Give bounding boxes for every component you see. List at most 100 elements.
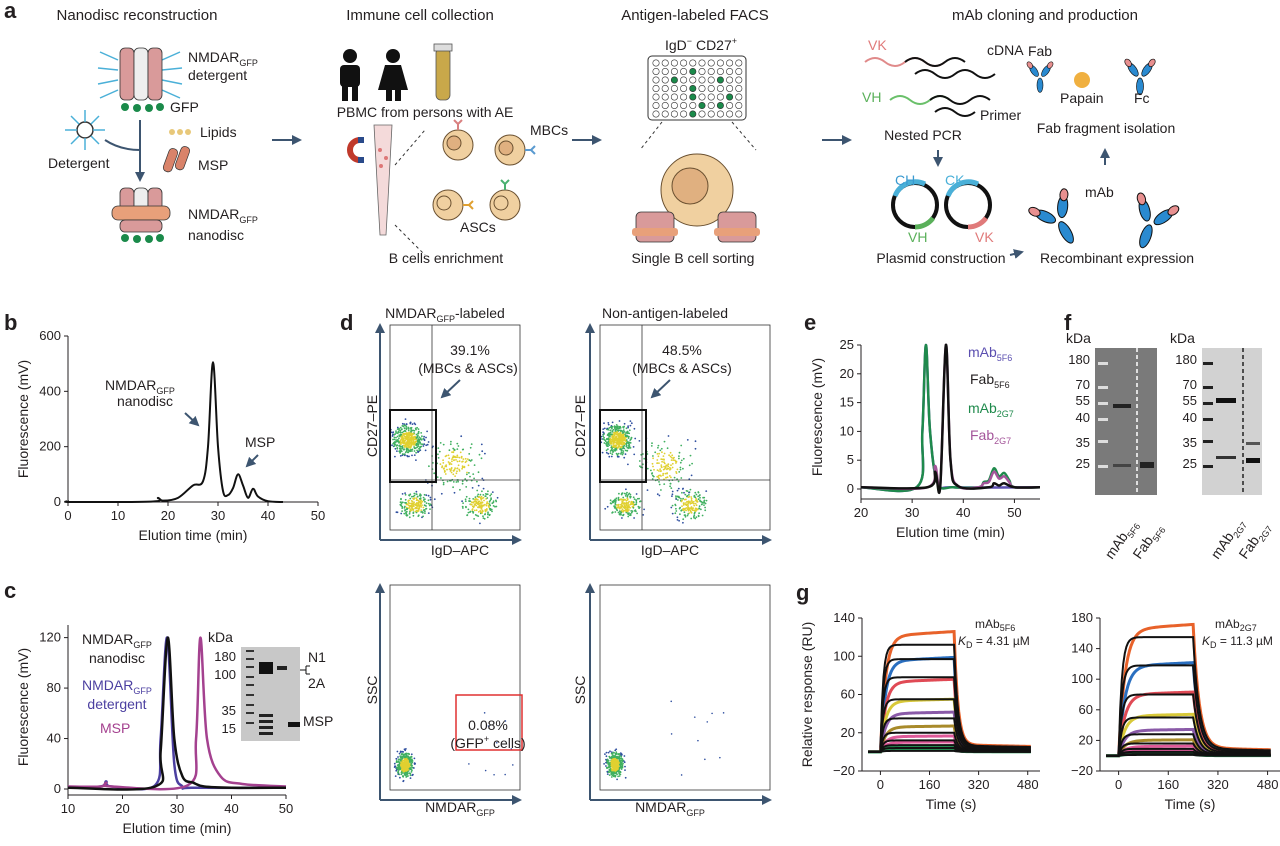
event-dot: [682, 502, 685, 505]
event-dot: [412, 509, 415, 511]
event-dot: [396, 511, 399, 514]
event-dot: [400, 498, 402, 501]
event-dot: [605, 449, 608, 452]
event-dot: [447, 461, 450, 463]
event-dot: [624, 498, 626, 501]
event-dot: [656, 469, 659, 471]
event-dot: [481, 512, 483, 514]
event-dot: [401, 428, 403, 430]
event-dot: [603, 442, 606, 444]
flow-title-nmdar: NMDARGFP-labeled: [385, 305, 505, 324]
well: [716, 85, 724, 93]
event-dot: [604, 507, 607, 510]
event-dot: [464, 457, 467, 460]
event-dot: [410, 437, 412, 440]
event-dot: [424, 510, 426, 513]
event-dot: [455, 481, 458, 483]
event-dot: [683, 514, 686, 516]
event-dot: [488, 514, 491, 517]
gel-unit-label: kDa: [208, 629, 233, 645]
event-dot: [672, 459, 675, 461]
event-dot: [413, 763, 416, 765]
event-dot: [415, 502, 418, 505]
label-fc: Fc: [1134, 90, 1150, 106]
event-dot: [427, 494, 430, 497]
well: [716, 110, 724, 118]
event-dot: [423, 443, 426, 446]
event-dot: [475, 509, 478, 512]
event-dot: [410, 440, 413, 442]
y-axis-label-cd27: CD27–PE: [572, 395, 588, 457]
event-dot: [694, 502, 697, 505]
event-dot: [614, 436, 616, 439]
event-dot: [668, 454, 670, 457]
event-dot: [674, 512, 677, 515]
event-dot: [628, 509, 630, 511]
event-dot: [669, 482, 672, 485]
event-dot: [688, 494, 690, 496]
event-dot: [410, 448, 412, 451]
event-dot: [443, 471, 446, 473]
event-dot: [405, 752, 408, 755]
well: [735, 59, 743, 67]
event-dot: [480, 501, 482, 504]
event-dot: [408, 494, 410, 496]
event-dot: [408, 758, 411, 761]
event-dot: [669, 455, 672, 458]
event-dot: [415, 506, 418, 509]
event-dot: [397, 439, 399, 441]
event-dot: [473, 518, 475, 520]
y-tick-label: 180: [1071, 610, 1093, 625]
event-dot: [636, 512, 638, 515]
event-dot: [627, 442, 630, 444]
event-dot: [402, 760, 404, 763]
event-dot: [627, 425, 629, 428]
event-dot: [408, 450, 411, 453]
well: [735, 110, 743, 118]
event-dot: [627, 437, 630, 439]
cdna-strand-icon: [904, 57, 966, 67]
event-dot: [610, 770, 612, 773]
event-dot: [401, 445, 404, 448]
event-dot: [407, 755, 410, 758]
event-dot: [407, 432, 410, 435]
event-dot: [683, 498, 686, 501]
y-axis-label: Fluorescence (mV): [15, 648, 31, 766]
event-dot: [702, 502, 705, 504]
event-dot: [469, 503, 472, 506]
plasmid-icons: [891, 179, 992, 230]
event-dot: [623, 431, 626, 433]
event-dot: [478, 504, 481, 507]
event-dot: [629, 506, 631, 509]
event-dot: [622, 502, 625, 505]
event-dot: [705, 490, 708, 492]
gel-marker: 100: [214, 667, 236, 682]
event-dot: [399, 455, 402, 457]
event-dot: [616, 752, 618, 755]
event-dot: [617, 505, 620, 507]
event-dot: [461, 505, 464, 508]
event-dot: [457, 464, 460, 467]
event-dot: [625, 432, 627, 435]
annotation-mab5f6: mAb5F6: [975, 617, 1015, 633]
ladder-band: [1098, 418, 1108, 421]
event-dot: [677, 487, 680, 490]
event-dot: [404, 440, 406, 442]
event-dot: [609, 499, 612, 502]
event-dot: [610, 776, 613, 778]
event-dot: [625, 445, 628, 447]
event-dot: [687, 513, 689, 515]
fit-curve: [868, 676, 1031, 753]
event-dot: [404, 454, 406, 457]
event-dot: [407, 440, 409, 442]
label-papain: Papain: [1060, 90, 1104, 106]
plasmid-to-expression-arrow: [1009, 249, 1024, 259]
event-dot: [613, 438, 615, 440]
event-dot: [461, 467, 463, 470]
legend-nanodisc: NMDARGFP: [82, 631, 152, 650]
label-nmdar-gfp-2: NMDARGFP: [188, 206, 258, 225]
event-dot: [638, 497, 640, 500]
event-dot: [605, 766, 608, 769]
event-dot: [684, 515, 687, 518]
well: [716, 102, 724, 110]
